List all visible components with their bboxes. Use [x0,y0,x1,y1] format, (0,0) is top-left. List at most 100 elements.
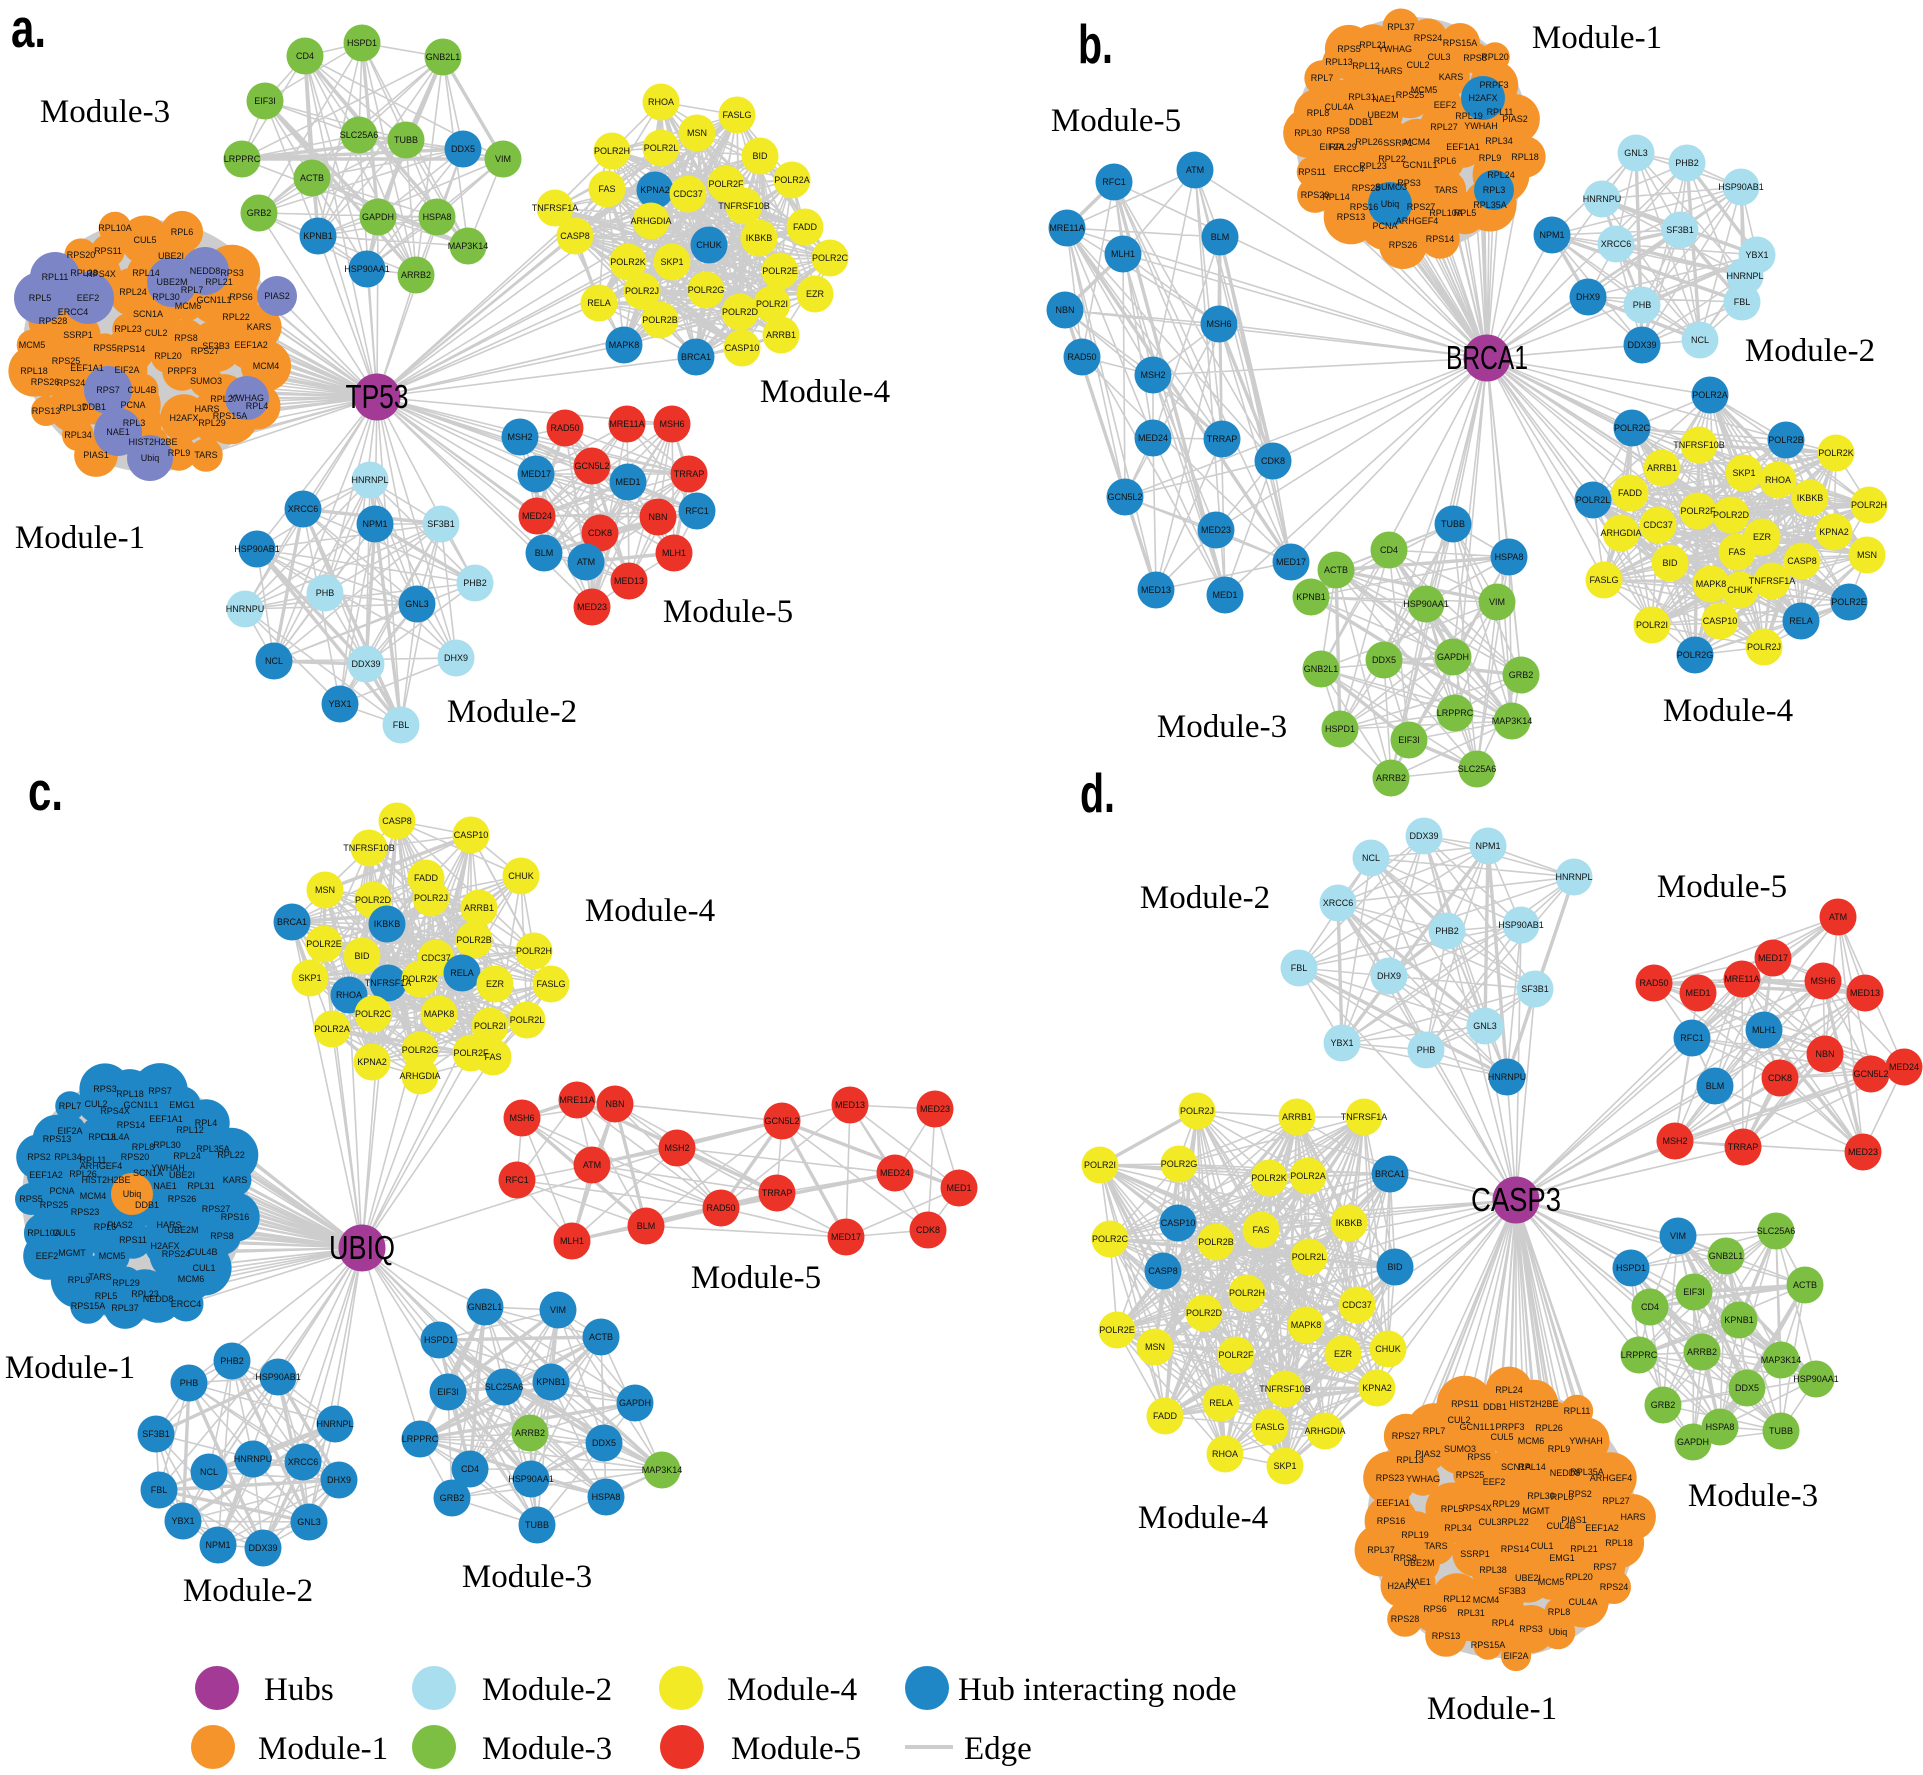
svg-text:POLR2E: POLR2E [1831,597,1867,607]
svg-text:RPL23: RPL23 [1359,161,1387,171]
svg-text:HSP90AA1: HSP90AA1 [1793,1374,1839,1384]
svg-text:ARRB2: ARRB2 [401,270,431,280]
svg-text:RPL4: RPL4 [195,1118,218,1128]
svg-text:RPS11: RPS11 [119,1235,147,1245]
svg-text:CUL5: CUL5 [133,235,156,245]
svg-text:RPL38: RPL38 [1479,1565,1507,1575]
svg-text:HARS: HARS [156,1220,181,1230]
svg-text:GCN5L2: GCN5L2 [764,1116,799,1126]
svg-text:CD4: CD4 [461,1464,479,1474]
svg-text:RPS20: RPS20 [121,1152,150,1162]
svg-text:EMG1: EMG1 [169,1100,195,1110]
svg-text:b.: b. [1078,13,1113,75]
svg-text:PIAS2: PIAS2 [107,1220,133,1230]
svg-text:PRPF3: PRPF3 [1495,1422,1524,1432]
svg-text:POLR2J: POLR2J [1747,642,1781,652]
svg-text:POLR2C: POLR2C [355,1009,392,1019]
svg-text:RPL22: RPL22 [1378,154,1406,164]
svg-text:NAE1: NAE1 [106,427,130,437]
svg-text:RPL7: RPL7 [59,1101,82,1111]
svg-text:PHB: PHB [1417,1045,1436,1055]
svg-text:RPL35A: RPL35A [196,1144,230,1154]
svg-text:RPL18: RPL18 [20,366,48,376]
svg-text:MCM5: MCM5 [1411,85,1438,95]
svg-text:RPS7: RPS7 [96,385,120,395]
svg-text:FADD: FADD [1618,488,1643,498]
svg-text:Module-5: Module-5 [1051,103,1181,139]
svg-text:IKBKB: IKBKB [1797,493,1824,503]
svg-text:RPL11: RPL11 [1487,107,1514,117]
svg-text:BID: BID [752,151,768,161]
svg-text:RPL22: RPL22 [222,312,250,322]
svg-text:Module-4: Module-4 [1663,693,1793,729]
svg-text:PHB2: PHB2 [1435,926,1459,936]
svg-text:POLR2H: POLR2H [594,146,630,156]
svg-text:SUMO3: SUMO3 [190,376,222,386]
svg-text:RPL35A: RPL35A [1473,200,1507,210]
svg-text:KPNA2: KPNA2 [640,185,670,195]
svg-text:POLR2E: POLR2E [306,939,342,949]
svg-text:Module-1: Module-1 [15,520,145,556]
svg-text:RPL26: RPL26 [69,1169,97,1179]
svg-text:MSH6: MSH6 [509,1113,534,1123]
svg-text:RPL10A: RPL10A [27,1228,61,1238]
svg-text:POLR2G: POLR2G [688,285,725,295]
svg-text:RPL8: RPL8 [132,1142,155,1152]
svg-text:ARHGDIA: ARHGDIA [1304,1426,1345,1436]
svg-text:RPL18: RPL18 [1511,152,1539,162]
svg-text:ACTB: ACTB [300,173,324,183]
svg-text:CUL5: CUL5 [52,1228,75,1238]
svg-text:LRPPRC: LRPPRC [224,154,261,164]
svg-text:TUBB: TUBB [394,135,418,145]
svg-text:YBX1: YBX1 [171,1516,194,1526]
svg-text:EMG1: EMG1 [1549,1553,1575,1563]
svg-text:RPS8: RPS8 [1393,1553,1417,1563]
svg-text:RPS28: RPS28 [1352,183,1381,193]
svg-text:MED13: MED13 [614,576,644,586]
svg-text:CDK8: CDK8 [1768,1073,1792,1083]
svg-text:RAD50: RAD50 [1067,352,1096,362]
svg-text:TRRAP: TRRAP [1207,434,1238,444]
svg-text:RPS13: RPS13 [43,1134,72,1144]
svg-text:H2AFX: H2AFX [150,1241,179,1251]
svg-text:RPL24: RPL24 [119,287,147,297]
svg-text:PCNA: PCNA [1372,221,1397,231]
svg-text:RPL38: RPL38 [70,268,98,278]
svg-text:GCN5L2: GCN5L2 [574,461,609,471]
svg-text:CUL2: CUL2 [1447,1415,1470,1425]
svg-text:Module-2: Module-2 [482,1672,612,1708]
svg-text:LRPPRC: LRPPRC [1621,1350,1658,1360]
svg-text:CUL2: CUL2 [144,328,167,338]
svg-text:HARS: HARS [194,404,219,414]
svg-text:Module-2: Module-2 [1140,880,1270,916]
svg-text:GNB2L1: GNB2L1 [426,52,461,62]
svg-text:RPS15A: RPS15A [71,1301,106,1311]
svg-text:POLR2L: POLR2L [510,1015,545,1025]
svg-text:ARRB1: ARRB1 [464,903,494,913]
svg-text:DDX5: DDX5 [1735,1383,1759,1393]
svg-text:TNFRSF10B: TNFRSF10B [1673,440,1725,450]
svg-text:GAPDH: GAPDH [1437,652,1469,662]
svg-text:ARRB1: ARRB1 [766,330,796,340]
svg-text:ARRB2: ARRB2 [1376,773,1406,783]
svg-text:BLM: BLM [1706,1081,1725,1091]
svg-text:RPL18: RPL18 [116,1089,144,1099]
svg-text:CASP10: CASP10 [454,830,489,840]
svg-text:Module-4: Module-4 [727,1672,857,1708]
svg-text:RPL19: RPL19 [1455,111,1483,121]
svg-text:MED1: MED1 [1685,988,1710,998]
svg-text:CASP3: CASP3 [1471,1181,1561,1218]
svg-text:EZR: EZR [486,979,505,989]
svg-text:DHX9: DHX9 [1576,292,1600,302]
svg-text:FASLG: FASLG [722,110,751,120]
svg-text:Module-5: Module-5 [663,594,793,630]
svg-text:UBE2M: UBE2M [167,1225,198,1235]
svg-text:RPS5: RPS5 [19,1194,43,1204]
svg-text:MCM6: MCM6 [175,301,202,311]
svg-text:BID: BID [1662,558,1678,568]
svg-text:RPS6: RPS6 [1423,1604,1447,1614]
svg-text:YWHAG: YWHAG [1406,1474,1440,1484]
svg-text:POLR2A: POLR2A [1290,1171,1326,1181]
svg-text:SCN1A: SCN1A [133,1168,163,1178]
svg-text:HIST2H2BE: HIST2H2BE [81,1175,130,1185]
